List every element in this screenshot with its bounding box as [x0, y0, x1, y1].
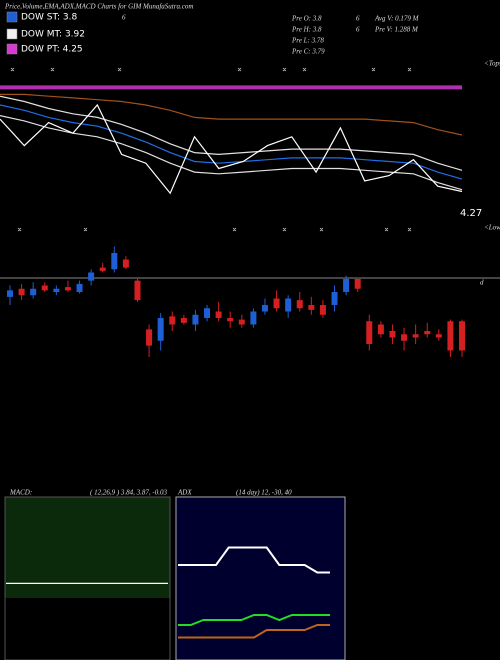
info-text: Pre H: 3.8	[291, 26, 322, 34]
legend-label: DOW PT: 4.25	[21, 45, 83, 55]
panel-title: ADX	[177, 489, 192, 497]
markers	[10, 67, 412, 232]
annotation: <Tops	[484, 60, 500, 68]
candle-body	[308, 305, 315, 310]
candle-body	[261, 305, 268, 312]
legend-swatch	[6, 28, 18, 40]
macd-panel	[4, 496, 171, 660]
candle-body	[296, 300, 303, 309]
chart-title: Price,Volume,EMA,ADX,MACD Charts for GIM…	[4, 3, 193, 11]
series-line	[0, 103, 463, 195]
adx-panel	[175, 496, 346, 660]
candle-body	[99, 267, 106, 271]
candle-body	[169, 316, 176, 325]
candle-body	[215, 311, 222, 318]
series-line	[0, 95, 463, 171]
candle-body	[157, 318, 164, 341]
candle-body	[401, 334, 408, 341]
candle-body	[76, 283, 83, 292]
info-text: Pre O: 3.8	[291, 15, 322, 23]
panel-subtitle: ( 12,26,9 ) 3.84, 3.87, -0.03	[90, 489, 167, 497]
candle-body	[18, 288, 25, 296]
candle-body	[273, 298, 280, 309]
info-text: Pre L: 3.78	[291, 37, 324, 45]
candle-body	[285, 298, 292, 312]
panel-subtitle: (14 day) 12, -30, 40	[236, 489, 292, 497]
series-line	[0, 115, 463, 191]
candle-body	[412, 334, 419, 338]
candle-body	[435, 334, 442, 338]
candle-body	[238, 319, 245, 325]
candle-body	[192, 314, 199, 325]
series-line	[178, 624, 330, 639]
candle-body	[389, 331, 396, 338]
info-text: 6	[356, 15, 360, 23]
candle-body	[64, 287, 71, 291]
macd-panel-top	[5, 497, 170, 598]
candle-body	[134, 280, 141, 301]
candle-body	[319, 305, 326, 315]
candle-body	[111, 253, 118, 270]
annotation: 4.27	[460, 208, 482, 219]
info-text: Pre V: 1.288 M	[374, 26, 419, 34]
series-line	[178, 614, 330, 626]
candle-body	[180, 318, 187, 323]
legend-label: DOW MT: 3.92	[21, 30, 85, 40]
candle-body	[41, 285, 48, 291]
candle-body	[250, 311, 257, 325]
legend-label: DOW ST: 3.8	[21, 13, 77, 23]
candle-body	[30, 288, 37, 296]
info-text: Pre C: 3.79	[291, 48, 325, 56]
candle-body	[331, 292, 338, 305]
candle-body	[227, 318, 234, 322]
candle-body	[204, 308, 211, 318]
info-text: 6	[356, 26, 360, 34]
candle-body	[88, 272, 95, 281]
candle-body	[447, 321, 454, 351]
series-line	[178, 546, 330, 574]
candle-body	[343, 279, 350, 292]
note: 6	[122, 14, 126, 22]
legend-swatch	[6, 11, 18, 23]
info-text: Avg V: 0.179 M	[374, 15, 420, 23]
candle-body	[366, 321, 373, 344]
legend-swatch	[6, 43, 18, 55]
candle-body	[459, 321, 465, 351]
candle-body	[146, 329, 153, 346]
candle-body	[122, 259, 129, 268]
candle-body	[377, 324, 384, 335]
candle-body	[53, 288, 60, 292]
annotation: d	[480, 279, 484, 287]
candle-body	[354, 279, 361, 289]
annotation: <Lows	[484, 224, 500, 232]
panel-title: MACD:	[9, 489, 32, 497]
candle-body	[7, 290, 13, 297]
series-line	[0, 104, 463, 180]
series-line	[0, 93, 463, 136]
candle-body	[424, 331, 431, 335]
